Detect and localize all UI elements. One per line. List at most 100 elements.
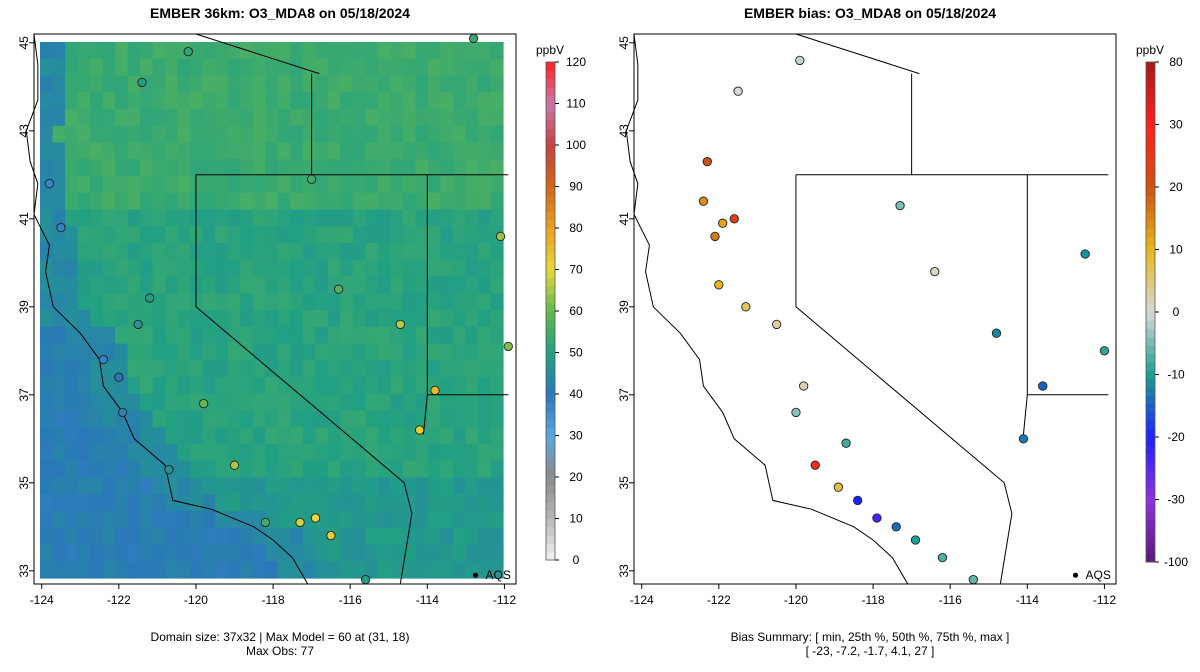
colorbar-segment	[1146, 212, 1155, 221]
model-grid-cell	[302, 209, 316, 227]
model-grid-cell	[340, 460, 354, 479]
map-axes: -124 -122 -120 -118 -116 -114 -112 33 35 37 39 41 43…	[17, 33, 517, 607]
model-grid-cell	[477, 192, 492, 211]
model-grid-cell	[152, 42, 166, 60]
model-grid-cell	[90, 125, 104, 144]
model-grid-cell	[177, 444, 191, 462]
model-grid-cell	[165, 393, 179, 412]
model-grid-cell	[240, 360, 254, 378]
model-grid-cell	[340, 42, 354, 60]
model-grid-cell	[227, 393, 241, 412]
model-grid-cell	[415, 276, 429, 294]
model-grid-cell	[315, 192, 329, 211]
model-grid-cell	[40, 343, 54, 361]
model-grid-cell	[452, 326, 467, 345]
model-grid-cell	[340, 477, 354, 495]
colorbar-segment	[1146, 362, 1155, 371]
model-grid-cell	[352, 360, 366, 378]
model-grid-cell	[352, 125, 366, 144]
model-grid-cell	[390, 259, 404, 278]
model-grid-cell	[490, 142, 504, 160]
model-grid-cell	[315, 310, 329, 328]
station-marker	[145, 293, 155, 303]
model-grid-cell	[140, 393, 154, 412]
colorbar-segment	[546, 418, 555, 428]
colorbar-segment	[546, 236, 555, 246]
model-grid-cell	[352, 142, 366, 160]
colorbar-segment	[1146, 403, 1155, 413]
model-grid-cell	[152, 192, 166, 211]
model-grid-cell	[65, 125, 79, 144]
model-grid-cell	[127, 42, 141, 60]
model-grid-cell	[102, 109, 116, 127]
model-grid-cell	[452, 360, 467, 378]
model-grid-cell	[377, 444, 391, 462]
station-marker	[333, 284, 344, 294]
station-marker	[852, 495, 863, 506]
model-grid-cell	[40, 243, 54, 261]
model-grid-cell	[140, 276, 154, 294]
model-grid-cell	[365, 511, 379, 529]
colorbar-segment	[1146, 87, 1155, 96]
colorbar-segment	[546, 286, 555, 295]
model-grid-cell	[277, 527, 291, 546]
model-grid-cell	[277, 544, 291, 562]
station-marker	[260, 517, 271, 528]
model-grid-cell	[427, 176, 442, 194]
model-grid-cell	[490, 444, 504, 462]
model-grid-cell	[165, 360, 179, 378]
model-grid-cell	[365, 142, 379, 160]
model-grid-cell	[327, 360, 341, 378]
model-grid-cell	[40, 360, 54, 378]
colorbar-segment	[1146, 78, 1155, 88]
colorbar-segment	[546, 111, 555, 121]
model-grid-cell	[102, 209, 116, 227]
model-grid-cell	[377, 142, 391, 160]
model-grid-cell	[240, 293, 254, 311]
model-grid-cell	[427, 159, 442, 177]
station-marker	[1080, 249, 1090, 259]
colorbar-segment	[1146, 262, 1155, 271]
model-grid-cell	[165, 477, 179, 495]
model-grid-cell	[352, 460, 366, 479]
model-grid-cell	[402, 192, 417, 211]
model-grid-cell	[340, 125, 354, 144]
model-grid-cell	[315, 544, 329, 562]
model-grid-cell	[127, 58, 141, 77]
x-tick-label: -112	[493, 593, 516, 607]
model-grid-cell	[165, 109, 179, 127]
model-grid-cell	[427, 125, 442, 144]
model-grid-cell	[290, 527, 304, 546]
model-grid-cell	[215, 377, 229, 395]
model-grid-cell	[227, 243, 241, 261]
model-grid-cell	[252, 360, 266, 378]
model-grid	[40, 42, 504, 579]
colorbar-segment	[546, 128, 555, 138]
model-grid-cell	[227, 561, 241, 579]
model-grid-cell	[415, 259, 429, 278]
colorbar-segment	[546, 385, 555, 395]
model-grid-cell	[340, 444, 354, 462]
model-grid-cell	[415, 360, 429, 378]
model-grid-cell	[127, 393, 141, 412]
model-grid-cell	[277, 377, 291, 395]
model-grid-cell	[177, 377, 191, 395]
model-grid-cell	[315, 159, 329, 177]
model-grid-cell	[465, 92, 479, 110]
model-grid-cell	[65, 377, 79, 395]
colorbar-segment	[546, 62, 555, 71]
model-grid-cell	[402, 142, 417, 160]
model-grid-cell	[252, 42, 266, 60]
model-grid-cell	[40, 527, 54, 546]
model-grid-cell	[452, 259, 467, 278]
colorbar-segment	[1146, 220, 1155, 230]
model-grid-cell	[365, 444, 379, 462]
colorbar-segment	[1146, 295, 1155, 305]
colorbar-segment	[1146, 495, 1155, 505]
model-grid-cell	[302, 427, 316, 445]
model-grid-cell	[290, 293, 304, 311]
colorbar-tick-label: 10	[1169, 243, 1183, 257]
model-grid-cell	[465, 511, 479, 529]
model-grid-cell	[102, 527, 116, 546]
model-grid-cell	[77, 58, 91, 77]
